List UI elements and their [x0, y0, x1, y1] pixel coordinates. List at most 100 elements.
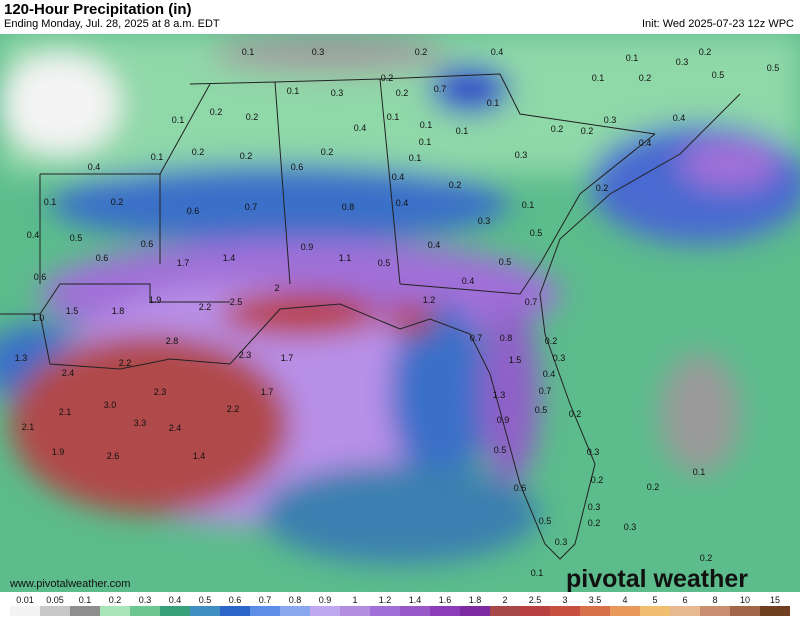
precip-label: 0.9	[301, 242, 314, 252]
precip-label: 0.5	[539, 516, 552, 526]
precip-label: 0.5	[378, 258, 391, 268]
precip-label: 0.6	[291, 162, 304, 172]
colorbar-swatch	[460, 606, 490, 616]
precip-label: 0.4	[543, 369, 556, 379]
precip-label: 0.2	[699, 47, 712, 57]
precip-label: 1.4	[223, 253, 236, 263]
colorbar-label: 1.4	[409, 595, 422, 605]
colorbar-label: 1.2	[379, 595, 392, 605]
precip-label: 1.7	[261, 387, 274, 397]
precip-label: 0.6	[96, 253, 109, 263]
precip-label: 2.3	[154, 387, 167, 397]
precip-label: 0.5	[499, 257, 512, 267]
title: 120-Hour Precipitation (in)	[4, 1, 192, 18]
colorbar-swatch	[490, 606, 520, 616]
colorbar-swatch	[430, 606, 460, 616]
precip-label: 0.4	[639, 138, 652, 148]
precip-label: 0.8	[342, 202, 355, 212]
precip-label: 0.2	[449, 180, 462, 190]
precip-label: 0.3	[624, 522, 637, 532]
precip-label: 0.2	[700, 553, 713, 563]
precip-label: 0.1	[531, 568, 544, 578]
precip-label: 2.3	[239, 350, 252, 360]
colorbar-swatch	[730, 606, 760, 616]
precip-label: 2.5	[230, 297, 243, 307]
precip-label: 2.4	[62, 368, 75, 378]
logo: pivotal weather	[566, 565, 748, 592]
precip-label: 0.4	[673, 113, 686, 123]
colorbar-label: 1	[352, 595, 357, 605]
precip-label: 2.2	[227, 404, 240, 414]
precip-label: 1.5	[66, 306, 79, 316]
colorbar-swatch	[280, 606, 310, 616]
subtitle: Ending Monday, Jul. 28, 2025 at 8 a.m. E…	[4, 18, 220, 30]
precip-label: 0.7	[470, 333, 483, 343]
value-labels: 0.1 0.3 0.2 0.4 0.2 0.1 0.1 0.2 0.3 0.5 0.5 0.2 0.7 0…	[15, 47, 780, 578]
precip-label: 0.2	[240, 151, 253, 161]
colorbar-swatch	[670, 606, 700, 616]
precip-label: 0.8	[500, 333, 513, 343]
colorbar-label: 0.7	[259, 595, 272, 605]
precip-label: 0.2	[321, 147, 334, 157]
precip-label: 2.8	[166, 336, 179, 346]
precip-label: 3.3	[134, 418, 147, 428]
precip-label: 0.4	[428, 240, 441, 250]
precip-label: 0.3	[515, 150, 528, 160]
precip-label: 0.3	[676, 57, 689, 67]
precip-label: 2.4	[169, 423, 182, 433]
colorbar-swatch	[580, 606, 610, 616]
colorbar-label: 0.4	[169, 595, 182, 605]
precip-label: 2.1	[59, 407, 72, 417]
precip-label: 0.2	[111, 197, 124, 207]
colorbar-swatch	[370, 606, 400, 616]
colorbar-label: 8	[712, 595, 717, 605]
precip-label: 0.1	[172, 115, 185, 125]
colorbar-label: 0.01	[16, 595, 34, 605]
precip-label: 0.4	[27, 230, 40, 240]
colorbar-swatch	[250, 606, 280, 616]
precip-label: 2	[274, 283, 279, 293]
precip-label: 0.6	[34, 272, 47, 282]
precip-label: 0.1	[151, 152, 164, 162]
precip-label: 2.1	[22, 422, 35, 432]
precip-label: 0.1	[419, 137, 432, 147]
borders	[0, 73, 741, 560]
precip-label: 2.2	[119, 358, 132, 368]
colorbar-swatch	[70, 606, 100, 616]
precip-label: 0.3	[587, 447, 600, 457]
precip-label: 0.2	[596, 183, 609, 193]
precip-label: 0.2	[569, 409, 582, 419]
precip-label: 0.1	[522, 200, 535, 210]
precip-label: 0.7	[539, 386, 552, 396]
precip-label: 0.1	[693, 467, 706, 477]
colorbar-swatch	[760, 606, 790, 616]
precip-label: 1.2	[423, 295, 436, 305]
precip-label: 2.6	[107, 451, 120, 461]
precip-label: 0.3	[478, 216, 491, 226]
precip-label: 0.3	[553, 353, 566, 363]
colorbar-label: 0.5	[199, 595, 212, 605]
precip-label: 0.2	[639, 73, 652, 83]
precip-label: 1.4	[193, 451, 206, 461]
precip-label: 0.4	[354, 123, 367, 133]
colorbar-label: 0.8	[289, 595, 302, 605]
colorbar-label: 5	[652, 595, 657, 605]
map: 0.1 0.3 0.2 0.4 0.2 0.1 0.1 0.2 0.3 0.5 0.5 0.2 0.7 0…	[0, 34, 800, 592]
precip-label: 0.3	[331, 88, 344, 98]
colorbar-label: 4	[622, 595, 627, 605]
precip-label: 0.3	[555, 537, 568, 547]
precip-label: 0.2	[647, 482, 660, 492]
colorbar-label: 10	[740, 595, 750, 605]
precip-label: 0.4	[88, 162, 101, 172]
colorbar-label: 2	[502, 595, 507, 605]
precip-label: 0.4	[491, 47, 504, 57]
precip-label: 0.5	[530, 228, 543, 238]
colorbar-label: 0.1	[79, 595, 92, 605]
precip-label: 0.4	[462, 276, 475, 286]
precip-label: 0.2	[545, 336, 558, 346]
precip-label: 0.2	[192, 147, 205, 157]
colorbar-swatch	[40, 606, 70, 616]
colorbar-label: 1.6	[439, 595, 452, 605]
precip-label: 0.2	[588, 518, 601, 528]
precip-label: 0.1	[420, 120, 433, 130]
